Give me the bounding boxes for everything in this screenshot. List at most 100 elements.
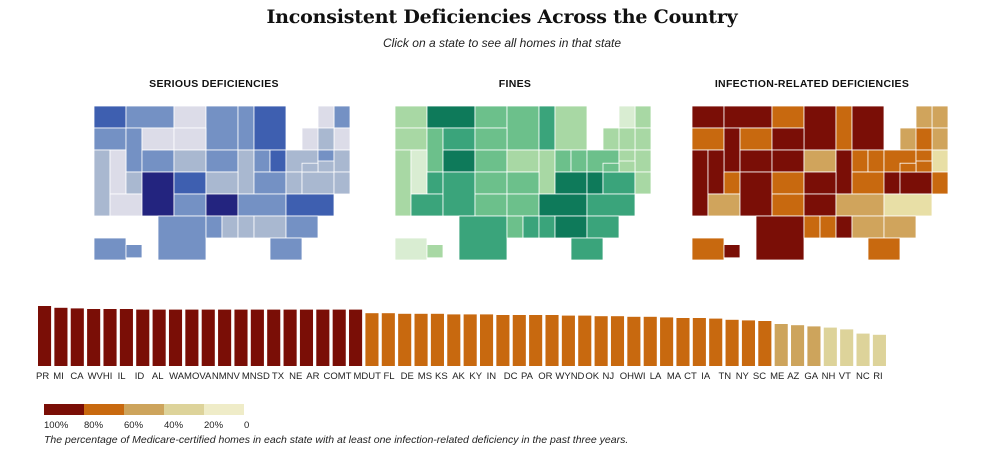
state-co[interactable] [739, 149, 773, 173]
state-vt[interactable] [317, 105, 335, 129]
bar-nh[interactable] [823, 327, 837, 366]
state-nd[interactable] [173, 105, 207, 129]
state-ri[interactable] [931, 149, 949, 173]
bar-dc[interactable] [512, 315, 526, 366]
state-il[interactable] [835, 149, 853, 195]
bar-ky[interactable] [479, 314, 494, 366]
state-de[interactable] [333, 171, 351, 195]
state-ky[interactable] [253, 171, 287, 195]
state-ia[interactable] [506, 149, 540, 173]
state-ks[interactable] [173, 171, 207, 195]
bar-il[interactable] [119, 309, 133, 366]
bar-wi[interactable] [643, 316, 657, 366]
state-in[interactable] [253, 149, 271, 173]
state-or[interactable] [394, 127, 428, 151]
bar-wa[interactable] [168, 309, 183, 366]
state-mi[interactable] [851, 105, 885, 151]
state-ut[interactable] [723, 171, 741, 195]
state-oh[interactable] [570, 149, 588, 173]
state-wi[interactable] [835, 105, 853, 151]
state-sd[interactable] [474, 127, 508, 151]
state-ne[interactable] [173, 149, 207, 173]
bar-wv[interactable] [87, 309, 101, 366]
bar-az[interactable] [791, 325, 805, 366]
state-ar[interactable] [506, 193, 540, 217]
bar-pr[interactable] [38, 306, 52, 366]
state-wy[interactable] [442, 127, 476, 151]
state-vt[interactable] [618, 105, 636, 129]
state-ne[interactable] [771, 149, 805, 173]
state-al[interactable] [835, 215, 853, 239]
state-mt[interactable] [426, 105, 476, 129]
state-al[interactable] [237, 215, 255, 239]
state-az[interactable] [707, 193, 741, 217]
state-nh[interactable] [333, 127, 351, 151]
state-nh[interactable] [931, 127, 949, 151]
state-tx[interactable] [755, 215, 805, 261]
state-la[interactable] [506, 215, 524, 239]
state-fl[interactable] [269, 237, 303, 261]
bar-va[interactable] [201, 309, 215, 366]
state-sc[interactable] [586, 215, 620, 239]
state-ks[interactable] [474, 171, 508, 195]
state-fl[interactable] [867, 237, 901, 261]
state-ca[interactable] [394, 149, 412, 217]
bar-ri[interactable] [872, 334, 886, 366]
state-mt[interactable] [125, 105, 175, 129]
state-sc[interactable] [285, 215, 319, 239]
bar-sd[interactable] [267, 309, 281, 366]
bar-ar[interactable] [316, 309, 330, 366]
state-mn[interactable] [506, 105, 540, 151]
state-nc[interactable] [883, 193, 933, 217]
bar-de[interactable] [414, 313, 428, 366]
state-oh[interactable] [269, 149, 287, 173]
state-ak[interactable] [394, 237, 428, 261]
state-ok[interactable] [474, 193, 508, 217]
state-co[interactable] [141, 149, 175, 173]
bar-nm[interactable] [218, 309, 232, 366]
state-sd[interactable] [771, 127, 805, 151]
state-nm[interactable] [141, 171, 175, 217]
state-wa[interactable] [691, 105, 725, 129]
state-or[interactable] [93, 127, 127, 151]
bar-ia[interactable] [709, 318, 723, 366]
bar-wy[interactable] [561, 315, 575, 366]
state-ut[interactable] [125, 171, 143, 195]
bar-co[interactable] [332, 309, 346, 366]
state-vt[interactable] [915, 105, 933, 129]
state-ky[interactable] [851, 171, 885, 195]
state-me[interactable] [333, 105, 351, 129]
state-il[interactable] [538, 149, 556, 195]
state-ca[interactable] [691, 149, 709, 217]
state-wy[interactable] [739, 127, 773, 151]
state-ri[interactable] [333, 149, 351, 173]
state-de[interactable] [634, 171, 652, 195]
state-nd[interactable] [771, 105, 805, 129]
state-ga[interactable] [554, 215, 588, 239]
bar-nc[interactable] [856, 333, 870, 366]
state-in[interactable] [554, 149, 572, 173]
state-tn[interactable] [835, 193, 885, 217]
map-fines[interactable] [365, 96, 665, 291]
state-fl[interactable] [570, 237, 604, 261]
state-md[interactable] [301, 162, 319, 173]
state-nv[interactable] [109, 149, 127, 195]
state-nh[interactable] [634, 127, 652, 151]
state-nv[interactable] [707, 149, 725, 195]
state-mo[interactable] [803, 171, 837, 195]
state-wi[interactable] [237, 105, 255, 151]
bar-mn[interactable] [250, 309, 264, 366]
state-co[interactable] [442, 149, 476, 173]
state-az[interactable] [109, 193, 143, 217]
bar-fl[interactable] [398, 313, 412, 366]
state-ca[interactable] [93, 149, 111, 217]
state-nc[interactable] [586, 193, 636, 217]
bar-nd[interactable] [578, 315, 592, 366]
bar-nv[interactable] [234, 309, 248, 366]
state-or[interactable] [691, 127, 725, 151]
bar-ne[interactable] [299, 309, 314, 366]
state-ak[interactable] [93, 237, 127, 261]
state-nj[interactable] [317, 160, 335, 173]
state-va[interactable] [602, 171, 636, 195]
state-ar[interactable] [803, 193, 837, 217]
